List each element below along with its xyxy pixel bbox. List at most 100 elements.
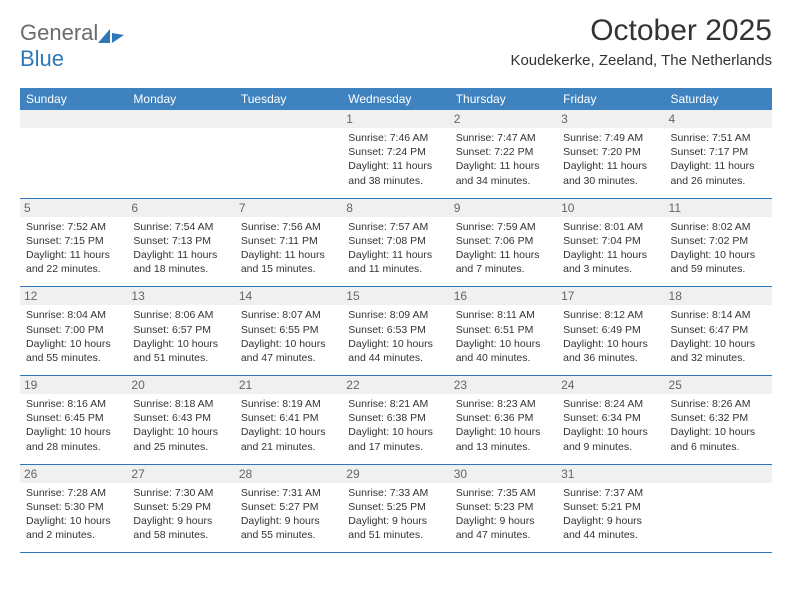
sunrise-line: Sunrise: 8:19 AM bbox=[241, 397, 336, 411]
sunrise-line: Sunrise: 7:37 AM bbox=[563, 486, 658, 500]
daylight-line: Daylight: 10 hours and 6 minutes. bbox=[671, 425, 766, 453]
sunrise-line: Sunrise: 7:33 AM bbox=[348, 486, 443, 500]
day-header: Thursday bbox=[450, 88, 557, 110]
calendar-cell: 23Sunrise: 8:23 AMSunset: 6:36 PMDayligh… bbox=[450, 376, 557, 465]
daylight-line: Daylight: 11 hours and 34 minutes. bbox=[456, 159, 551, 187]
sunrise-line: Sunrise: 8:02 AM bbox=[671, 220, 766, 234]
sunset-line: Sunset: 7:11 PM bbox=[241, 234, 336, 248]
daylight-line: Daylight: 11 hours and 22 minutes. bbox=[26, 248, 121, 276]
day-number: 8 bbox=[342, 199, 449, 217]
daylight-line: Daylight: 11 hours and 26 minutes. bbox=[671, 159, 766, 187]
calendar-cell: 20Sunrise: 8:18 AMSunset: 6:43 PMDayligh… bbox=[127, 376, 234, 465]
daylight-line: Daylight: 10 hours and 32 minutes. bbox=[671, 337, 766, 365]
day-header: Tuesday bbox=[235, 88, 342, 110]
sunset-line: Sunset: 5:25 PM bbox=[348, 500, 443, 514]
daylight-line: Daylight: 10 hours and 28 minutes. bbox=[26, 425, 121, 453]
day-number: 5 bbox=[20, 199, 127, 217]
page-title: October 2025 bbox=[510, 14, 772, 48]
day-header: Wednesday bbox=[342, 88, 449, 110]
day-number: 11 bbox=[665, 199, 772, 217]
week-row: 5Sunrise: 7:52 AMSunset: 7:15 PMDaylight… bbox=[20, 198, 772, 287]
daylight-line: Daylight: 10 hours and 51 minutes. bbox=[133, 337, 228, 365]
header: GeneralBlue October 2025 Koudekerke, Zee… bbox=[0, 0, 792, 78]
sunrise-line: Sunrise: 7:54 AM bbox=[133, 220, 228, 234]
day-number: 12 bbox=[20, 287, 127, 305]
daylight-line: Daylight: 10 hours and 44 minutes. bbox=[348, 337, 443, 365]
sunrise-line: Sunrise: 8:04 AM bbox=[26, 308, 121, 322]
day-number bbox=[235, 110, 342, 128]
sunrise-line: Sunrise: 7:59 AM bbox=[456, 220, 551, 234]
sunset-line: Sunset: 7:08 PM bbox=[348, 234, 443, 248]
sunset-line: Sunset: 5:27 PM bbox=[241, 500, 336, 514]
calendar-table: Sunday Monday Tuesday Wednesday Thursday… bbox=[20, 88, 772, 553]
calendar-cell: 31Sunrise: 7:37 AMSunset: 5:21 PMDayligh… bbox=[557, 464, 664, 553]
sunrise-line: Sunrise: 8:01 AM bbox=[563, 220, 658, 234]
sunset-line: Sunset: 7:04 PM bbox=[563, 234, 658, 248]
sunrise-line: Sunrise: 8:18 AM bbox=[133, 397, 228, 411]
daylight-line: Daylight: 11 hours and 15 minutes. bbox=[241, 248, 336, 276]
calendar-cell: 13Sunrise: 8:06 AMSunset: 6:57 PMDayligh… bbox=[127, 287, 234, 376]
logo-sail-icon bbox=[96, 25, 126, 43]
day-number: 6 bbox=[127, 199, 234, 217]
day-number: 7 bbox=[235, 199, 342, 217]
logo-text: GeneralBlue bbox=[20, 20, 126, 72]
daylight-line: Daylight: 9 hours and 47 minutes. bbox=[456, 514, 551, 542]
daylight-line: Daylight: 11 hours and 30 minutes. bbox=[563, 159, 658, 187]
day-number: 21 bbox=[235, 376, 342, 394]
calendar-cell: 19Sunrise: 8:16 AMSunset: 6:45 PMDayligh… bbox=[20, 376, 127, 465]
day-number: 22 bbox=[342, 376, 449, 394]
daylight-line: Daylight: 10 hours and 59 minutes. bbox=[671, 248, 766, 276]
daylight-line: Daylight: 10 hours and 40 minutes. bbox=[456, 337, 551, 365]
sunset-line: Sunset: 6:57 PM bbox=[133, 323, 228, 337]
sunset-line: Sunset: 7:06 PM bbox=[456, 234, 551, 248]
sunrise-line: Sunrise: 7:31 AM bbox=[241, 486, 336, 500]
sunset-line: Sunset: 6:53 PM bbox=[348, 323, 443, 337]
sunrise-line: Sunrise: 8:07 AM bbox=[241, 308, 336, 322]
calendar-cell: 5Sunrise: 7:52 AMSunset: 7:15 PMDaylight… bbox=[20, 198, 127, 287]
week-row: 26Sunrise: 7:28 AMSunset: 5:30 PMDayligh… bbox=[20, 464, 772, 553]
calendar-cell: 2Sunrise: 7:47 AMSunset: 7:22 PMDaylight… bbox=[450, 110, 557, 198]
calendar-cell bbox=[127, 110, 234, 198]
calendar-cell: 22Sunrise: 8:21 AMSunset: 6:38 PMDayligh… bbox=[342, 376, 449, 465]
calendar-cell: 11 Sunrise: 8:02 AMSunset: 7:02 PMDayligh… bbox=[665, 198, 772, 287]
sunrise-line: Sunrise: 7:28 AM bbox=[26, 486, 121, 500]
sunrise-line: Sunrise: 8:12 AM bbox=[563, 308, 658, 322]
calendar-cell: 30Sunrise: 7:35 AMSunset: 5:23 PMDayligh… bbox=[450, 464, 557, 553]
sunset-line: Sunset: 6:41 PM bbox=[241, 411, 336, 425]
sunrise-line: Sunrise: 7:47 AM bbox=[456, 131, 551, 145]
sunset-line: Sunset: 6:34 PM bbox=[563, 411, 658, 425]
sunrise-line: Sunrise: 8:21 AM bbox=[348, 397, 443, 411]
sunrise-line: Sunrise: 8:11 AM bbox=[456, 308, 551, 322]
daylight-line: Daylight: 10 hours and 9 minutes. bbox=[563, 425, 658, 453]
day-number: 15 bbox=[342, 287, 449, 305]
week-row: 19Sunrise: 8:16 AMSunset: 6:45 PMDayligh… bbox=[20, 376, 772, 465]
calendar-cell: 26Sunrise: 7:28 AMSunset: 5:30 PMDayligh… bbox=[20, 464, 127, 553]
daylight-line: Daylight: 11 hours and 7 minutes. bbox=[456, 248, 551, 276]
sunrise-line: Sunrise: 7:57 AM bbox=[348, 220, 443, 234]
daylight-line: Daylight: 10 hours and 47 minutes. bbox=[241, 337, 336, 365]
sunset-line: Sunset: 6:32 PM bbox=[671, 411, 766, 425]
day-number: 3 bbox=[557, 110, 664, 128]
daylight-line: Daylight: 9 hours and 44 minutes. bbox=[563, 514, 658, 542]
calendar-cell: 6Sunrise: 7:54 AMSunset: 7:13 PMDaylight… bbox=[127, 198, 234, 287]
daylight-line: Daylight: 10 hours and 13 minutes. bbox=[456, 425, 551, 453]
sunrise-line: Sunrise: 8:23 AM bbox=[456, 397, 551, 411]
day-number: 17 bbox=[557, 287, 664, 305]
logo-part1: General bbox=[20, 20, 98, 45]
location-label: Koudekerke, Zeeland, The Netherlands bbox=[510, 52, 772, 69]
sunrise-line: Sunrise: 7:49 AM bbox=[563, 131, 658, 145]
calendar-cell: 9Sunrise: 7:59 AMSunset: 7:06 PMDaylight… bbox=[450, 198, 557, 287]
sunrise-line: Sunrise: 8:26 AM bbox=[671, 397, 766, 411]
daylight-line: Daylight: 10 hours and 21 minutes. bbox=[241, 425, 336, 453]
sunrise-line: Sunrise: 7:56 AM bbox=[241, 220, 336, 234]
week-row: 1Sunrise: 7:46 AMSunset: 7:24 PMDaylight… bbox=[20, 110, 772, 198]
sunset-line: Sunset: 7:02 PM bbox=[671, 234, 766, 248]
day-number: 20 bbox=[127, 376, 234, 394]
day-header-row: Sunday Monday Tuesday Wednesday Thursday… bbox=[20, 88, 772, 110]
sunset-line: Sunset: 5:23 PM bbox=[456, 500, 551, 514]
calendar-cell: 16Sunrise: 8:11 AMSunset: 6:51 PMDayligh… bbox=[450, 287, 557, 376]
sunset-line: Sunset: 6:38 PM bbox=[348, 411, 443, 425]
sunrise-line: Sunrise: 8:24 AM bbox=[563, 397, 658, 411]
day-number: 26 bbox=[20, 465, 127, 483]
daylight-line: Daylight: 10 hours and 36 minutes. bbox=[563, 337, 658, 365]
